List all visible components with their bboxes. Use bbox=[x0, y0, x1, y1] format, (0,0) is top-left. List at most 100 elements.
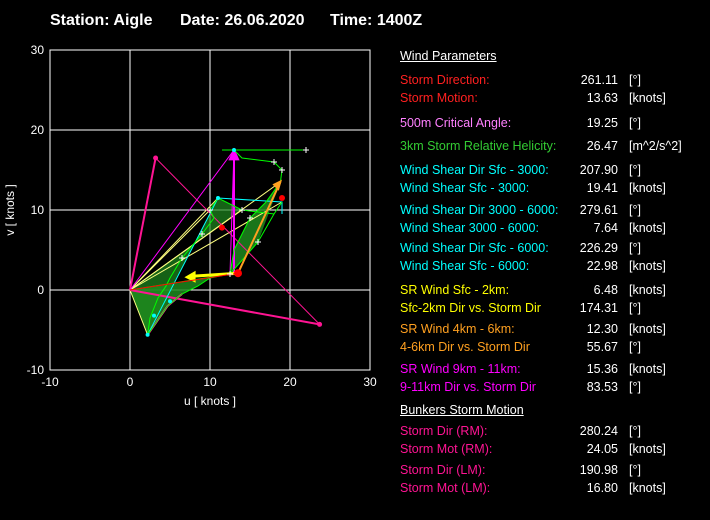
x-tick-label: 0 bbox=[127, 375, 134, 389]
bunkers-lm-point bbox=[153, 155, 159, 161]
station-label: Station: Aigle bbox=[50, 12, 153, 29]
hodograph-level-marker bbox=[152, 313, 156, 318]
wind-parameter-row: Storm Motion: 13.63 [knots] bbox=[400, 91, 700, 107]
hodograph-plus-marker bbox=[239, 207, 245, 213]
parameters-panel: Wind Parameters Storm Direction: 261.11 [°… bbox=[400, 0, 710, 520]
sr-9-11km-arrowhead bbox=[228, 147, 240, 161]
wind-parameter-value: 174.31 bbox=[579, 301, 618, 315]
wind-parameter-unit: [knots] bbox=[629, 322, 666, 336]
wind-parameter-label: Wind Shear Sfc - 6000: bbox=[400, 259, 530, 273]
wind-parameter-value: 26.47 bbox=[586, 139, 618, 153]
wind-parameter-unit: [°] bbox=[629, 380, 641, 394]
hodograph-level-marker bbox=[145, 332, 150, 337]
wind-parameter-label: SR Wind 9km - 11km: bbox=[400, 362, 521, 376]
wind-parameter-row: Wind Shear Sfc - 6000: 22.98 [knots] bbox=[400, 259, 700, 275]
storm-motion-point bbox=[234, 269, 242, 278]
bunkers-title: Bunkers Storm Motion bbox=[400, 403, 524, 417]
wind-parameter-unit: [°] bbox=[629, 340, 641, 354]
wind-parameter-value: 22.98 bbox=[586, 259, 618, 273]
bunkers-rm-point bbox=[317, 321, 323, 327]
x-tick-label: 30 bbox=[363, 375, 377, 389]
hodograph-plus-marker bbox=[247, 215, 253, 221]
wind-parameter-unit: [°] bbox=[629, 301, 641, 315]
sr-4-6km-arrowhead bbox=[272, 179, 282, 191]
wind-parameter-unit: [°] bbox=[629, 241, 641, 255]
y-tick-label: 20 bbox=[31, 123, 45, 137]
wind-parameter-label: Storm Motion: bbox=[400, 91, 478, 105]
wind-parameter-row: SR Wind 4km - 6km: 12.30 [knots] bbox=[400, 322, 700, 338]
wind-parameter-unit: [knots] bbox=[629, 91, 666, 105]
wind-parameter-row: SR Wind Sfc - 2km: 6.48 [knots] bbox=[400, 283, 700, 299]
hodograph-level-marker bbox=[168, 299, 172, 304]
bunkers-row: Storm Dir (LM): 190.98 [°] bbox=[400, 463, 700, 479]
wind-parameter-label: 500m Critical Angle: bbox=[400, 116, 512, 130]
hodograph-plus-marker bbox=[255, 239, 261, 245]
wind-parameter-value: 55.67 bbox=[586, 340, 618, 354]
wind-parameter-value: 6.48 bbox=[593, 283, 618, 297]
wind-parameter-value: 12.30 bbox=[586, 322, 618, 336]
hodograph-plus-marker bbox=[179, 255, 185, 261]
x-tick-label: -10 bbox=[41, 375, 59, 389]
wind-parameter-value: 7.64 bbox=[593, 221, 618, 235]
hodograph-plus-marker bbox=[207, 207, 213, 213]
hodograph-marker-point bbox=[279, 195, 285, 201]
wind-parameter-value: 19.25 bbox=[586, 116, 618, 130]
wind-parameter-unit: [°] bbox=[629, 116, 641, 130]
wind-parameter-label: Sfc-2km Dir vs. Storm Dir bbox=[400, 301, 541, 315]
bunkers-lm-line bbox=[129, 157, 157, 291]
srh-shaded-area bbox=[130, 198, 242, 335]
wind-parameter-label: Wind Shear Dir 3000 - 6000: bbox=[400, 203, 559, 217]
wind-parameter-label: Wind Shear 3000 - 6000: bbox=[400, 221, 539, 235]
storm-motion-line bbox=[129, 272, 239, 291]
wind-parameter-row: SR Wind 9km - 11km: 15.36 [knots] bbox=[400, 362, 700, 378]
origin-connector-line bbox=[129, 201, 283, 291]
y-tick-label: 0 bbox=[37, 283, 44, 297]
bunkers-row: Storm Dir (RM): 280.24 [°] bbox=[400, 424, 700, 440]
wind-parameter-value: 19.41 bbox=[586, 181, 618, 195]
bunkers-unit: [knots] bbox=[629, 481, 666, 495]
wind-parameters-title: Wind Parameters bbox=[400, 49, 497, 63]
wind-parameter-row: Wind Shear Dir Sfc - 3000: 207.90 [°] bbox=[400, 163, 700, 179]
hodograph-line bbox=[129, 149, 306, 336]
wind-parameter-unit: [°] bbox=[629, 163, 641, 177]
date-label: Date: 26.06.2020 bbox=[180, 12, 305, 29]
origin-connector-line bbox=[129, 289, 149, 335]
wind-parameter-value: 261.11 bbox=[580, 73, 618, 87]
sr-4-6km-vector bbox=[237, 181, 282, 274]
wind-parameter-row: Sfc-2km Dir vs. Storm Dir 174.31 [°] bbox=[400, 301, 700, 317]
wind-parameter-value: 207.90 bbox=[579, 163, 618, 177]
wind-parameter-label: SR Wind 4km - 6km: bbox=[400, 322, 515, 336]
wind-shear-line bbox=[147, 197, 283, 336]
wind-parameter-label: 3km Storm Relative Helicity: bbox=[400, 139, 557, 153]
wind-parameter-row: Storm Direction: 261.11 [°] bbox=[400, 73, 700, 89]
bunkers-unit: [knots] bbox=[629, 442, 666, 456]
hodograph-plus-marker bbox=[227, 271, 233, 277]
hodograph-level-marker bbox=[232, 148, 236, 152]
hodograph-chart: -10 0 10 20 30 -10 0 10 20 30 u [ knots ] v [ knots… bbox=[3, 43, 377, 408]
wind-parameter-unit: [°] bbox=[629, 203, 641, 217]
bunkers-label: Storm Mot (RM): bbox=[400, 442, 493, 456]
x-axis-label: u [ knots ] bbox=[184, 394, 236, 408]
wind-parameter-unit: [knots] bbox=[629, 221, 666, 235]
time-label: Time: 1400Z bbox=[330, 12, 423, 29]
wind-parameter-unit: [knots] bbox=[629, 362, 666, 376]
hodograph-level-marker bbox=[216, 196, 220, 200]
hodograph-marker-point bbox=[219, 224, 225, 231]
wind-parameter-label: 4-6km Dir vs. Storm Dir bbox=[400, 340, 530, 354]
bunkers-unit: [°] bbox=[629, 424, 641, 438]
wind-parameter-row: Wind Shear Dir 3000 - 6000: 279.61 [°] bbox=[400, 203, 700, 219]
wind-parameter-value: 279.61 bbox=[579, 203, 618, 217]
wind-parameter-label: Wind Shear Dir Sfc - 3000: bbox=[400, 163, 549, 177]
wind-parameter-row: 500m Critical Angle: 19.25 [°] bbox=[400, 116, 700, 132]
bunkers-rm-line bbox=[129, 289, 320, 326]
bunkers-connector-line bbox=[155, 157, 320, 325]
bunkers-value: 24.05 bbox=[586, 442, 618, 456]
hodograph-plus-marker bbox=[271, 159, 277, 165]
y-tick-label: 30 bbox=[31, 43, 45, 57]
wind-parameter-value: 15.36 bbox=[586, 362, 618, 376]
bunkers-label: Storm Dir (LM): bbox=[400, 463, 486, 477]
hodograph-plus-marker bbox=[279, 167, 285, 173]
bunkers-label: Storm Mot (LM): bbox=[400, 481, 491, 495]
wind-parameter-unit: [knots] bbox=[629, 283, 666, 297]
bunkers-value: 16.80 bbox=[586, 481, 618, 495]
